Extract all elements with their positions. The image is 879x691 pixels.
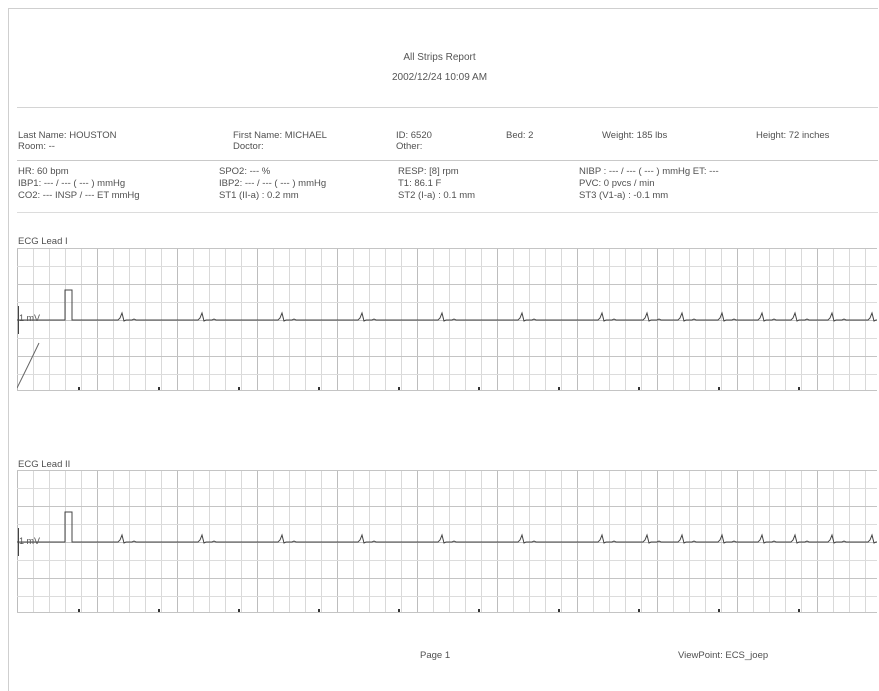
report-frame — [8, 8, 878, 691]
ecg-strip-lead-i: 1 mV — [17, 248, 877, 391]
vitals-divider — [17, 212, 878, 213]
vital-ibp1: IBP1: --- / --- ( --- ) mmHg — [18, 178, 126, 189]
ecg-time-markers — [78, 387, 800, 390]
ecg-strip-svg — [17, 248, 877, 391]
scale-label-lead-i: 1 mV — [19, 313, 41, 323]
patient-weight: Weight: 185 lbs — [602, 130, 668, 141]
header-divider — [17, 107, 878, 108]
vital-st1: ST1 (II-a) : 0.2 mm — [219, 190, 299, 201]
patient-bed: Bed: 2 — [506, 130, 534, 141]
vital-t1: T1: 86.1 F — [398, 178, 442, 189]
patient-other: Other: — [396, 141, 423, 152]
vital-ibp2: IBP2: --- / --- ( --- ) mmHg — [219, 178, 327, 189]
patient-doctor: Doctor: — [233, 141, 264, 152]
ecg-artifact — [17, 342, 40, 389]
vital-spo2: SPO2: --- % — [219, 166, 271, 177]
footer-viewpoint: ViewPoint: ECS_joep — [678, 650, 769, 661]
vital-nibp: NIBP : --- / --- ( --- ) mmHg ET: --- — [579, 166, 719, 177]
patient-divider — [17, 160, 878, 161]
ecg-strip-lead-ii: 1 mV — [17, 470, 877, 613]
ecg-trace — [17, 511, 877, 544]
vital-hr: HR: 60 bpm — [18, 166, 69, 177]
strip-label-lead-ii: ECG Lead II — [18, 459, 71, 470]
vital-pvc: PVC: 0 pvcs / min — [579, 178, 655, 189]
vital-st2: ST2 (I-a) : 0.1 mm — [398, 190, 476, 201]
report-datetime: 2002/12/24 10:09 AM — [391, 72, 488, 83]
patient-room: Room: -- — [18, 141, 55, 152]
patient-first-name: First Name: MICHAEL — [233, 130, 327, 141]
scale-label-lead-ii: 1 mV — [19, 536, 41, 546]
vital-co2: CO2: --- INSP / --- ET mmHg — [18, 190, 140, 201]
vital-resp: RESP: [8] rpm — [398, 166, 459, 177]
strip-label-lead-i: ECG Lead I — [18, 236, 68, 247]
patient-last-name: Last Name: HOUSTON — [18, 130, 117, 141]
report-title: All Strips Report — [403, 52, 476, 63]
ecg-strip-svg — [17, 470, 877, 613]
ecg-time-markers — [78, 609, 800, 612]
patient-id: ID: 6520 — [396, 130, 432, 141]
ecg-trace — [17, 289, 877, 322]
footer-page: Page 1 — [420, 650, 451, 661]
vital-st3: ST3 (V1-a) : -0.1 mm — [579, 190, 669, 201]
patient-height: Height: 72 inches — [756, 130, 830, 141]
